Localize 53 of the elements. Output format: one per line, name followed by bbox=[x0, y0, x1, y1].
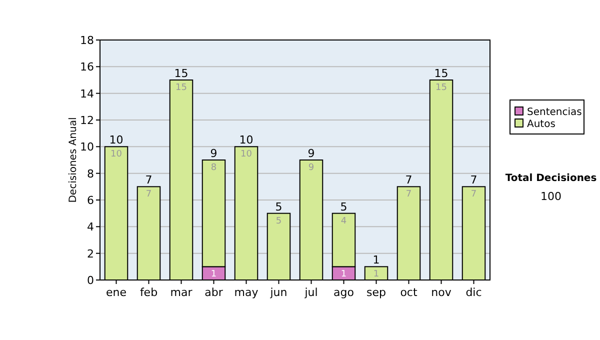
data-label: 10 bbox=[110, 150, 122, 160]
data-label: 7 bbox=[146, 190, 152, 200]
total-label: 7 bbox=[470, 174, 478, 187]
x-tick-label: abr bbox=[204, 286, 224, 299]
x-tick-label: jul bbox=[304, 286, 318, 299]
y-tick-label: 6 bbox=[87, 194, 94, 207]
data-label: 9 bbox=[308, 163, 314, 173]
data-label: 7 bbox=[406, 190, 412, 200]
y-tick-label: 18 bbox=[80, 34, 94, 47]
text: 100 bbox=[540, 190, 562, 203]
data-label: 1 bbox=[210, 270, 217, 280]
data-label: 1 bbox=[373, 270, 380, 280]
total-label: 5 bbox=[340, 200, 348, 214]
data-label: 4 bbox=[340, 216, 347, 226]
y-tick-label: 0 bbox=[87, 274, 94, 287]
total-label: 1 bbox=[372, 254, 380, 267]
y-tick-label: 12 bbox=[80, 114, 94, 127]
legend-label: Autos bbox=[527, 119, 556, 130]
total-label: 9 bbox=[210, 147, 218, 160]
total-label: 15 bbox=[434, 67, 448, 80]
data-label: 1 bbox=[340, 270, 347, 280]
data-label: 8 bbox=[210, 163, 217, 173]
legend-label: Sentencias bbox=[527, 107, 582, 118]
y-tick-label: 16 bbox=[80, 60, 94, 74]
x-tick-label: ene bbox=[106, 286, 127, 299]
x-tick-label: dic bbox=[466, 286, 482, 299]
total-label: 10 bbox=[239, 134, 254, 147]
x-tick-label: may bbox=[234, 286, 259, 299]
data-label: 15 bbox=[436, 83, 447, 93]
text: Total Decisiones bbox=[505, 173, 597, 184]
y-tick-label: 4 bbox=[87, 220, 94, 234]
total-label: 9 bbox=[308, 147, 315, 160]
y-tick-label: 10 bbox=[80, 140, 94, 154]
total-label: 15 bbox=[174, 67, 188, 80]
total-label: 7 bbox=[405, 174, 412, 187]
y-tick-label: 14 bbox=[80, 87, 94, 100]
data-label: 5 bbox=[276, 216, 282, 226]
y-axis-title: Decisiones Anual bbox=[68, 117, 79, 203]
x-tick-label: ago bbox=[334, 286, 354, 299]
total-label: 5 bbox=[275, 200, 282, 214]
data-label: 7 bbox=[470, 190, 477, 200]
y-tick-label: 2 bbox=[87, 247, 94, 260]
x-tick-label: oct bbox=[400, 286, 418, 299]
data-label: 10 bbox=[240, 150, 252, 160]
x-tick-label: mar bbox=[170, 286, 193, 299]
x-tick-label: sep bbox=[366, 286, 386, 299]
x-tick-label: nov bbox=[431, 286, 452, 299]
x-tick-label: feb bbox=[140, 286, 158, 299]
total-label: 7 bbox=[145, 174, 152, 187]
y-tick-label: 8 bbox=[87, 167, 94, 180]
total-label: 10 bbox=[109, 134, 124, 147]
x-tick-label: jun bbox=[269, 286, 288, 299]
data-label: 15 bbox=[176, 83, 187, 93]
